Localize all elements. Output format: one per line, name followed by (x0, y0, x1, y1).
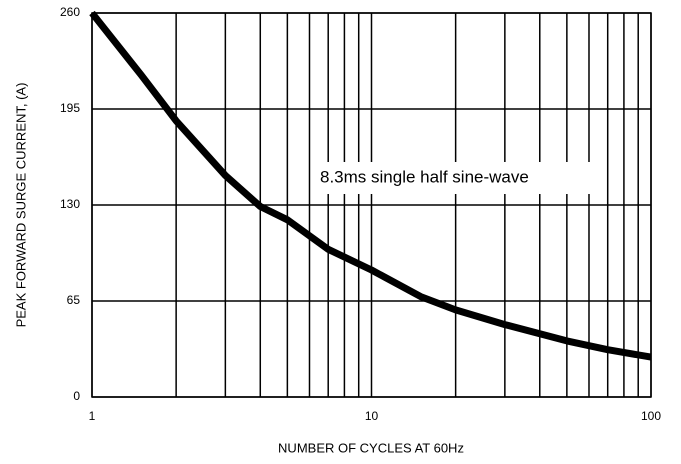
annotation: 8.3ms single half sine-wave (320, 167, 529, 186)
y-tick-label: 195 (60, 101, 80, 115)
y-tick-label: 260 (60, 5, 80, 19)
y-tick-label: 65 (67, 293, 81, 307)
x-tick-label: 100 (641, 409, 661, 423)
plot-border (91, 12, 652, 398)
y-tick-label: 130 (60, 197, 80, 211)
x-axis-label: NUMBER OF CYCLES AT 60Hz (278, 440, 464, 455)
data-line (89, 10, 652, 361)
x-tick-label: 10 (365, 409, 379, 423)
x-tick-label: 1 (89, 409, 96, 423)
annotation-box (312, 162, 605, 194)
y-axis-label: PEAK FORWARD SURGE CURRENT, (A) (13, 83, 28, 328)
y-tick-label: 0 (73, 389, 80, 403)
